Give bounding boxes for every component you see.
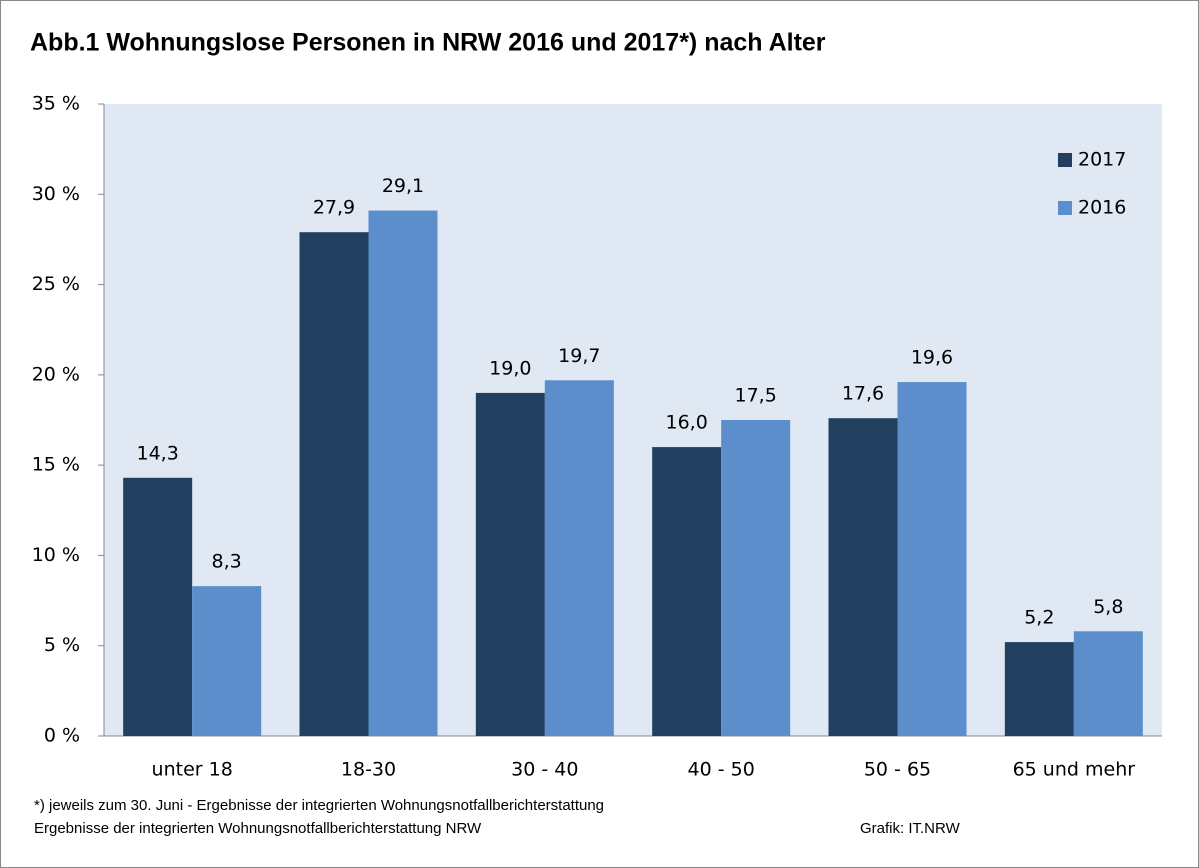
y-tick-label: 15 % [32, 454, 80, 476]
bar [897, 382, 967, 736]
bar [544, 380, 614, 736]
legend-swatch [1058, 201, 1072, 215]
x-tick-label: unter 18 [152, 759, 233, 781]
data-label: 17,5 [735, 385, 777, 407]
bar [368, 210, 438, 737]
bar [192, 586, 262, 736]
x-tick-label: 50 - 65 [864, 759, 931, 781]
data-label: 19,7 [558, 345, 600, 367]
data-label: 29,1 [382, 175, 424, 197]
data-label: 14,3 [137, 442, 179, 464]
data-label: 27,9 [313, 197, 355, 219]
footnote: *) jeweils zum 30. Juni - Ergebnisse der… [34, 797, 604, 814]
legend-label: 2017 [1078, 149, 1126, 171]
legend-swatch [1058, 153, 1072, 167]
legend-label: 2016 [1078, 197, 1126, 219]
data-label: 5,8 [1093, 596, 1123, 618]
y-tick-label: 0 % [44, 725, 80, 747]
x-tick-label: 30 - 40 [511, 759, 578, 781]
y-tick-label: 25 % [32, 273, 80, 295]
data-label: 16,0 [666, 412, 708, 434]
y-tick-label: 35 % [32, 93, 80, 115]
data-label: 19,0 [489, 357, 531, 379]
data-label: 19,6 [911, 347, 953, 369]
bar [721, 420, 791, 736]
bar [123, 477, 193, 736]
data-label: 8,3 [212, 551, 242, 573]
footnote: Ergebnisse der integrierten Wohnungsnotf… [34, 820, 482, 837]
chart-title: Abb.1 Wohnungslose Personen in NRW 2016 … [30, 29, 826, 57]
source: Grafik: IT.NRW [860, 820, 961, 837]
bar [1004, 642, 1074, 736]
bar [652, 447, 722, 736]
x-tick-label: 40 - 50 [688, 759, 755, 781]
bar [1073, 631, 1143, 736]
y-tick-label: 20 % [32, 363, 80, 385]
bar [299, 232, 369, 736]
y-tick-label: 10 % [32, 544, 80, 566]
y-tick-label: 30 % [32, 183, 80, 205]
x-tick-label: 18-30 [341, 759, 396, 781]
bar [828, 418, 898, 736]
y-tick-label: 5 % [44, 634, 80, 656]
data-label: 17,6 [842, 383, 884, 405]
bar [475, 392, 545, 736]
data-label: 5,2 [1024, 607, 1054, 629]
x-tick-label: 65 und mehr [1013, 759, 1136, 781]
plot-area [104, 104, 1162, 736]
